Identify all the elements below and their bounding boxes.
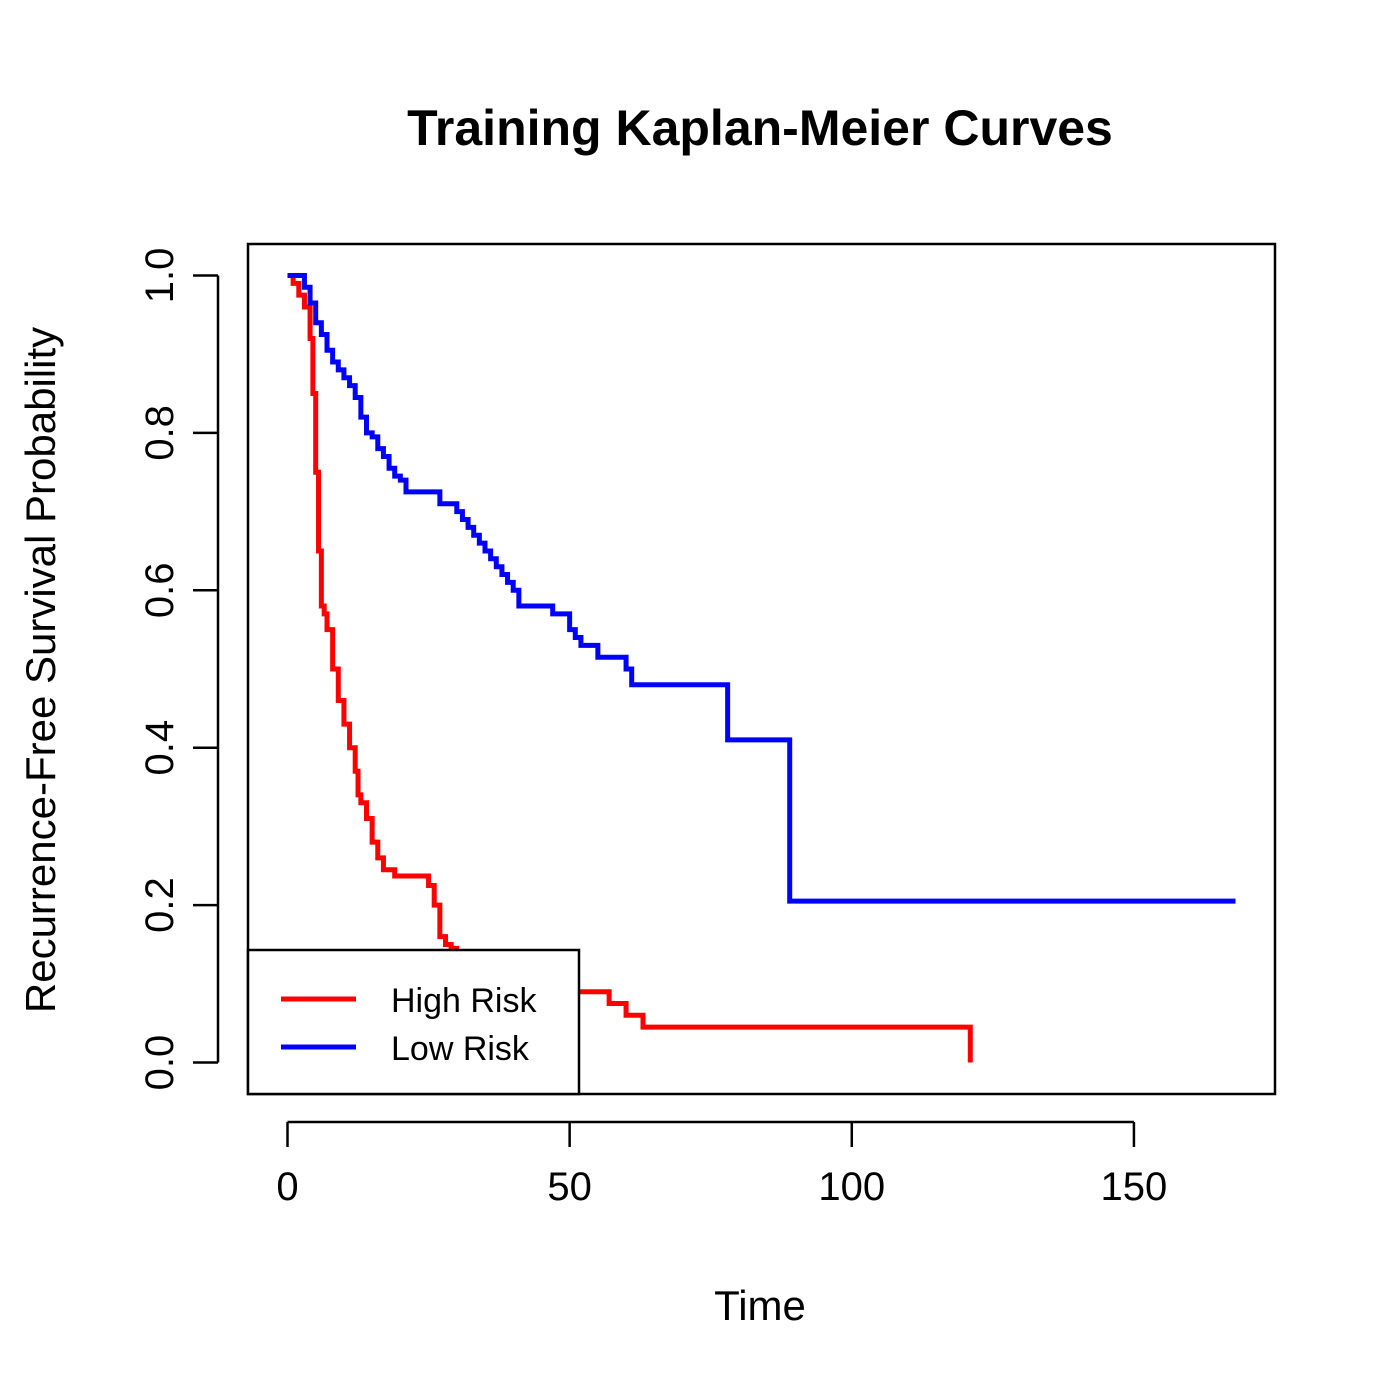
legend-label-low-risk: Low Risk xyxy=(391,1030,530,1068)
x-tick-label-100: 100 xyxy=(818,1165,885,1209)
chart-title: Training Kaplan-Meier Curves xyxy=(407,100,1113,156)
y-tick-label-0-8: 0.8 xyxy=(138,405,182,461)
x-tick-label-150: 150 xyxy=(1101,1165,1168,1209)
legend-label-high-risk: High Risk xyxy=(391,982,537,1020)
y-tick-label-0-4: 0.4 xyxy=(138,720,182,776)
axes-layer: 0 50 100 150 0.0 0.2 0.4 0.6 0.8 1.0 xyxy=(138,248,1167,1209)
y-tick-label-0: 0.0 xyxy=(138,1035,182,1091)
legend-box xyxy=(246,948,581,1096)
y-tick-label-0-2: 0.2 xyxy=(138,877,182,933)
y-tick-label-1: 1.0 xyxy=(138,248,182,304)
x-axis-label: Time xyxy=(714,1282,806,1329)
y-axis-label: Recurrence-Free Survival Probability xyxy=(17,327,64,1013)
x-tick-label-50: 50 xyxy=(547,1165,592,1209)
plot-frame xyxy=(246,242,1277,1096)
x-tick-label-0: 0 xyxy=(276,1165,298,1209)
y-tick-label-0-6: 0.6 xyxy=(138,562,182,618)
legend: High Risk Low Risk xyxy=(246,948,581,1096)
series-line-low-risk xyxy=(287,272,1236,904)
